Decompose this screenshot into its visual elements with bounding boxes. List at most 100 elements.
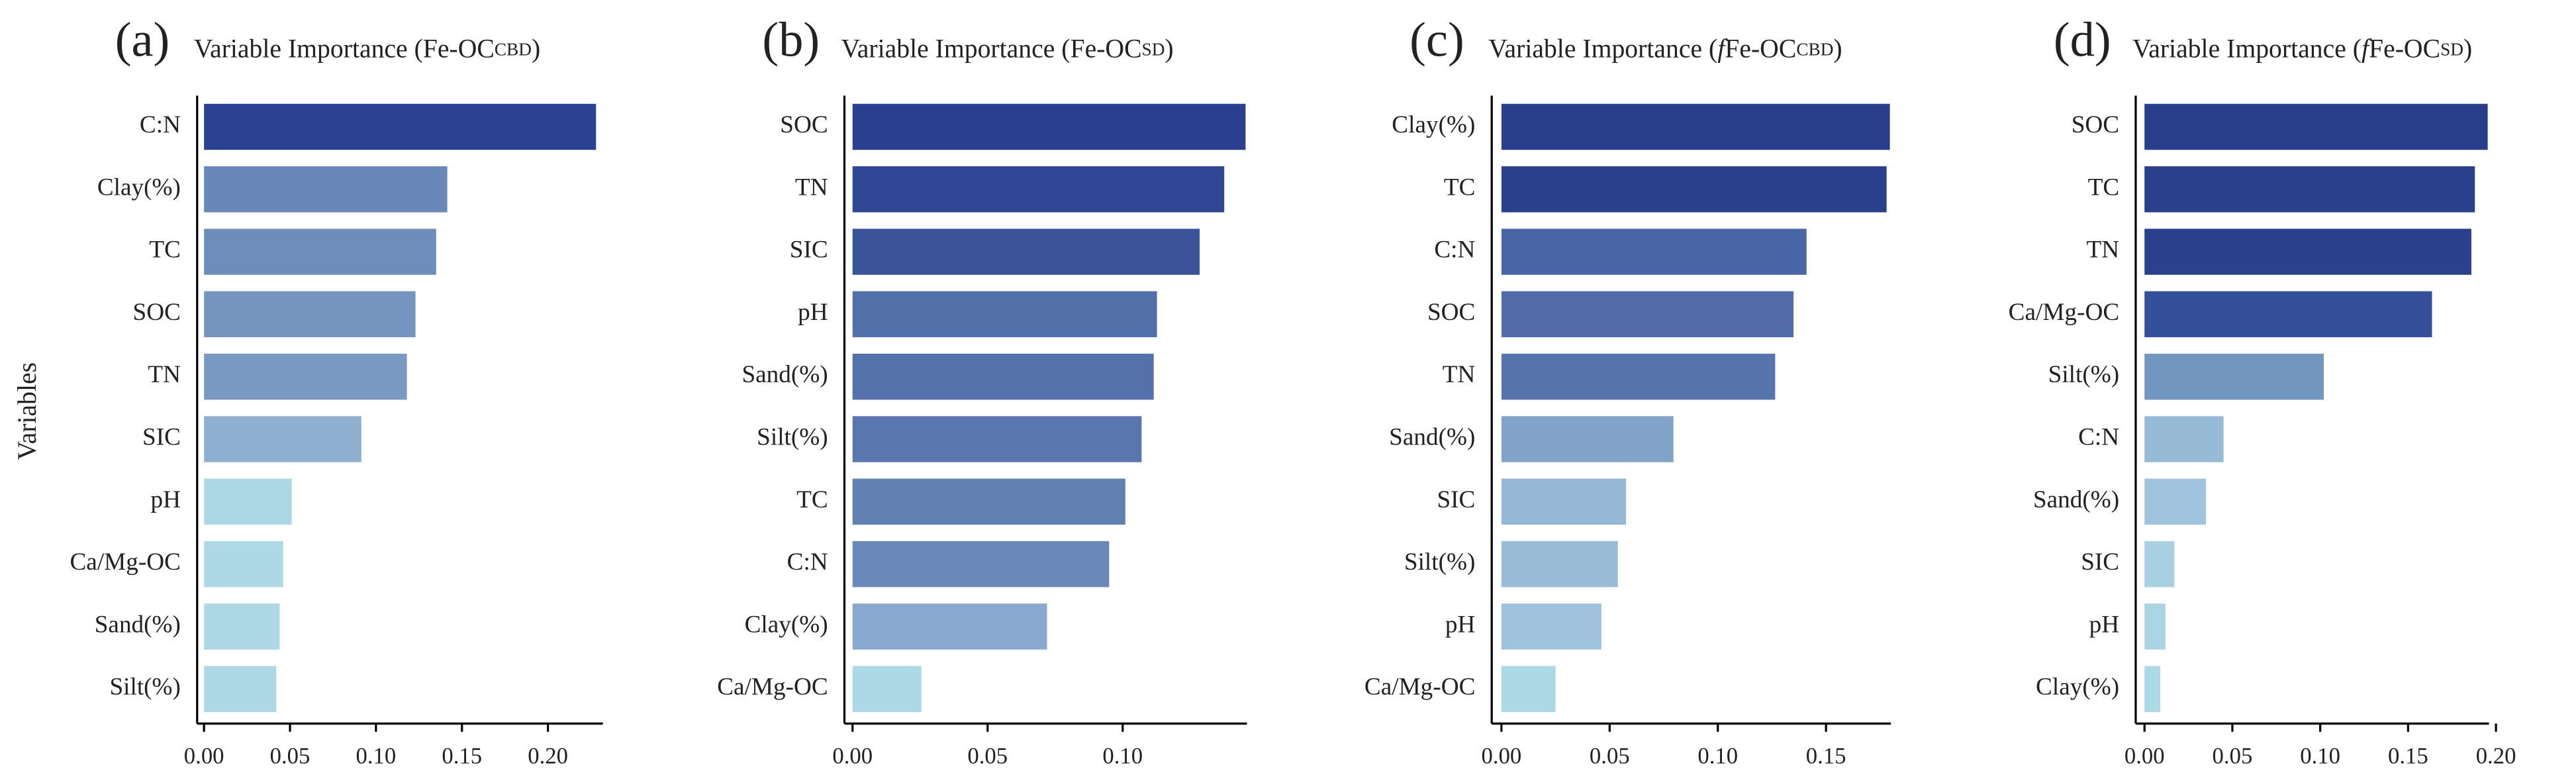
bar [204, 541, 283, 588]
y-tick-label: Clay(%) [745, 611, 828, 638]
y-tick-label: Ca/Mg-OC [2009, 299, 2119, 326]
x-tick-label: 0.15 [442, 743, 482, 768]
y-axis-label: Variables [13, 362, 42, 460]
panel-label: (c) [1409, 13, 1464, 67]
bar [2144, 416, 2224, 462]
bar [2144, 666, 2161, 712]
bar [852, 478, 1125, 525]
bar [852, 416, 1142, 462]
bar [204, 478, 292, 525]
bar [1501, 229, 1807, 275]
bar [2144, 478, 2207, 525]
bar [204, 416, 361, 462]
bar [852, 166, 1225, 213]
x-tick-label: 0.15 [2388, 743, 2428, 768]
bar [852, 229, 1200, 275]
x-tick-label: 0.20 [2476, 743, 2516, 768]
x-tick-label: 0.20 [528, 743, 568, 768]
bar [852, 103, 1246, 150]
y-tick-label: TN [148, 361, 181, 388]
x-tick-label: 0.05 [2213, 743, 2253, 768]
chart-title: Variable Importance (Fe-OCSD) [841, 34, 1174, 63]
y-tick-label: Silt(%) [757, 424, 828, 451]
panel-label: (d) [2054, 13, 2111, 67]
bar [1501, 291, 1794, 338]
bar [1501, 416, 1674, 462]
title-part: Fe-OC [2369, 34, 2440, 63]
y-tick-label: SIC [2081, 548, 2119, 576]
y-tick-label: SOC [2072, 111, 2119, 138]
title-part: Variable Importance (Fe-OC [194, 34, 495, 63]
y-tick-label: Ca/Mg-OC [70, 548, 180, 576]
y-tick-label: C:N [140, 111, 181, 138]
y-tick-label: Sand(%) [2033, 486, 2119, 513]
x-tick-label: 0.00 [184, 743, 224, 768]
x-tick-label: 0.00 [832, 743, 873, 768]
y-tick-label: Sand(%) [741, 361, 828, 388]
y-tick-label: pH [2089, 611, 2120, 638]
y-tick-label: C:N [2078, 424, 2119, 451]
y-tick-label: SOC [780, 111, 828, 138]
y-tick-label: TC [2088, 174, 2120, 201]
bar [2144, 291, 2432, 338]
bar [2144, 541, 2175, 588]
bar [852, 666, 922, 712]
bar [204, 291, 416, 338]
x-tick-label: 0.10 [356, 743, 396, 768]
y-tick-label: TC [1444, 174, 1476, 201]
bar [852, 603, 1047, 650]
bar [2144, 103, 2488, 150]
y-tick-label: pH [1445, 611, 1476, 638]
y-tick-label: Silt(%) [109, 674, 181, 701]
y-tick-label: Ca/Mg-OC [717, 674, 828, 701]
bar [1501, 166, 1887, 213]
y-tick-label: SIC [142, 424, 181, 451]
x-tick-label: 0.00 [1482, 743, 1522, 768]
x-tick-label: 0.10 [2300, 743, 2340, 768]
x-tick-label: 0.05 [270, 743, 310, 768]
y-tick-label: C:N [1434, 236, 1475, 264]
x-tick-label: 0.05 [1590, 743, 1630, 768]
bar [204, 229, 436, 275]
y-tick-label: TN [1443, 361, 1476, 388]
y-tick-label: Silt(%) [1404, 548, 1476, 576]
bar [1501, 103, 1890, 150]
bar [204, 166, 448, 213]
y-tick-label: Clay(%) [2036, 674, 2119, 701]
title-part: ) [2463, 34, 2472, 63]
y-tick-label: Sand(%) [95, 611, 181, 638]
title-part: ) [1833, 34, 1842, 63]
bar [204, 666, 277, 712]
x-tick-label: 0.10 [1697, 743, 1738, 768]
bar [204, 603, 280, 650]
bar [852, 353, 1154, 400]
x-tick-label: 0.00 [2124, 743, 2165, 768]
bar [1501, 603, 1601, 650]
y-tick-label: TN [2087, 236, 2120, 264]
y-tick-label: TC [149, 236, 181, 264]
chart-title: Variable Importance (fFe-OCCBD) [1488, 34, 1842, 63]
title-part: Fe-OC [1725, 34, 1796, 63]
y-tick-label: TN [795, 174, 828, 201]
bar [204, 103, 596, 150]
bar [204, 353, 407, 400]
title-part: Variable Importance (Fe-OC [841, 34, 1142, 63]
bar [1501, 478, 1627, 525]
chart-title: Variable Importance (fFe-OCSD) [2132, 34, 2472, 63]
title-part: CBD [1796, 40, 1833, 60]
y-tick-label: Sand(%) [1389, 424, 1475, 451]
chart-title: Variable Importance (Fe-OCCBD) [194, 34, 540, 63]
title-part: CBD [495, 40, 532, 60]
y-tick-label: Clay(%) [97, 174, 181, 201]
title-part: ) [1165, 34, 1173, 63]
bar [2144, 166, 2475, 213]
y-tick-label: C:N [787, 548, 828, 576]
y-tick-label: pH [150, 486, 181, 513]
y-tick-label: TC [796, 486, 828, 513]
title-part: SD [1142, 40, 1165, 60]
bar [852, 541, 1110, 588]
title-part: Variable Importance ( [2132, 34, 2361, 63]
bar [2144, 353, 2324, 400]
y-tick-label: SIC [790, 236, 828, 264]
